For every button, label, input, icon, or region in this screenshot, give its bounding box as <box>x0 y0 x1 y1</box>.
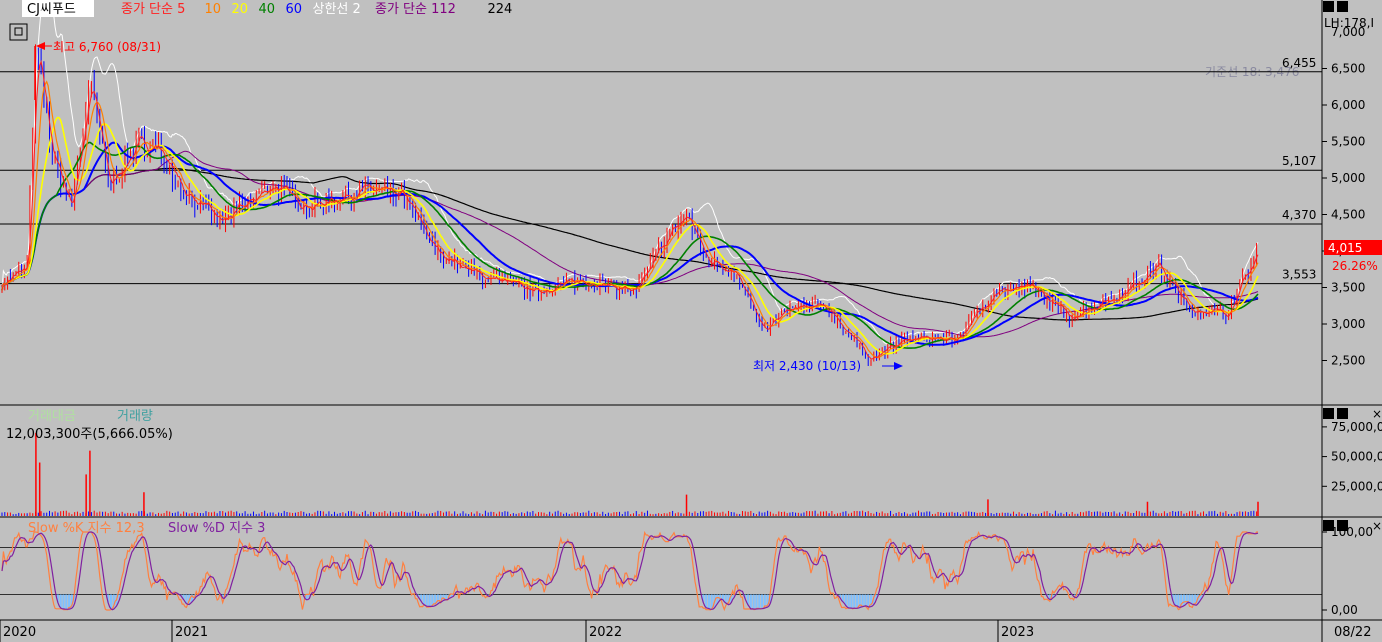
price-tick-label: 4,500 <box>1331 208 1365 222</box>
horizontal-lines: 6,455 5,107 4,370 3,553 <box>0 56 1322 285</box>
price-tick-label: 3,500 <box>1331 281 1365 295</box>
stoch-d-title: Slow %D 지수 3 <box>168 521 265 536</box>
legend-item: 상한선 2 <box>313 2 361 17</box>
ma5-line <box>1 59 1259 360</box>
low-label: 최저 2,430 (10/13) <box>753 359 861 373</box>
legend-item: 20 <box>232 2 249 17</box>
hline-label: 3,553 <box>1282 268 1316 282</box>
vol-axis-option-icon[interactable] <box>1337 408 1348 419</box>
current-change: 26.26% <box>1332 259 1378 273</box>
hline-label: 6,455 <box>1282 56 1316 70</box>
ma20-line <box>1 116 1259 355</box>
volume-area <box>1 432 1259 516</box>
stoch-d-line <box>1 531 1259 611</box>
legend-item: 40 <box>259 2 276 17</box>
price-tick-label: 5,000 <box>1331 171 1365 185</box>
lh-label: LH:178,I <box>1324 16 1374 30</box>
stock-name-box[interactable] <box>22 0 94 17</box>
hline-label: 5,107 <box>1282 154 1316 168</box>
stoch-area <box>0 530 1322 612</box>
stoch-close-icon[interactable]: × <box>1372 519 1382 533</box>
high-annotation: 최고 6,760 (08/31) <box>34 40 161 100</box>
trade-amount-title: 거래대금 <box>28 409 76 424</box>
stoch-tick-label: 0,00 <box>1331 603 1358 617</box>
panel-toggle-icon[interactable] <box>9 23 28 41</box>
x-end-label: 08/22 <box>1334 625 1371 640</box>
stoch-k-title: Slow %K 지수 12,3 <box>28 521 145 536</box>
stoch-axis: 100,000,00 <box>1322 525 1373 617</box>
price-area <box>1 0 1259 366</box>
legend-item: 종가 단순 5 <box>121 2 185 17</box>
high-label: 최고 6,760 (08/31) <box>53 40 161 54</box>
upper-band-line <box>1 0 1259 345</box>
ma-legend: 종가 단순 5 10 20 40 60 상한선 2 종가 단순 112 224 <box>121 2 512 17</box>
x-axis: 2020 2021 2022 2023 08/22 <box>0 620 1371 642</box>
vol-tick-label: 50,000,0 <box>1331 450 1382 464</box>
x-tick-label: 2023 <box>1001 625 1034 640</box>
volume-axis: 75,000,0 50,000,0 25,000,0 <box>1322 420 1382 493</box>
stoch-axis-mode-icon[interactable] <box>1323 520 1334 531</box>
price-tick-label: 2,500 <box>1331 354 1365 368</box>
legend-item: 종가 단순 112 <box>375 2 456 17</box>
vol-tick-label: 75,000,0 <box>1331 420 1382 434</box>
axis-option-icon[interactable] <box>1337 1 1348 12</box>
vol-axis-mode-icon[interactable] <box>1323 408 1334 419</box>
current-price-box <box>1324 240 1382 255</box>
volume-title: 거래량 <box>117 409 153 424</box>
stoch-k-line <box>1 530 1258 612</box>
price-tick-label: 5,500 <box>1331 135 1365 149</box>
axis-mode-icon[interactable] <box>1323 1 1334 12</box>
vol-close-icon[interactable]: × <box>1372 407 1382 421</box>
volume-value: 12,003,300주(5,666.05%) <box>6 427 173 442</box>
panel-toggle-icon-inner <box>14 27 23 36</box>
legend-item: 60 <box>286 2 303 17</box>
legend-item: 224 <box>488 2 513 17</box>
price-tick-label: 6,500 <box>1331 62 1365 76</box>
x-tick-label: 2021 <box>175 625 208 640</box>
price-tick-label: 7,000 <box>1331 25 1365 39</box>
stock-name: CJ씨푸드 <box>27 2 76 17</box>
low-annotation: 최저 2,430 (10/13) <box>753 359 903 373</box>
vol-tick-label: 25,000,0 <box>1331 479 1382 493</box>
x-tick-label: 2022 <box>589 625 622 640</box>
current-price: 4,015 <box>1328 241 1362 255</box>
price-tick-label: 3,000 <box>1331 317 1365 331</box>
high-arrow-icon <box>36 42 45 50</box>
legend-item: 10 <box>205 2 222 17</box>
price-tick-label: 6,000 <box>1331 98 1365 112</box>
price-axis: 6,5006,0005,5005,0004,5004,0003,5003,000… <box>1322 25 1365 368</box>
low-arrow-icon <box>894 362 903 370</box>
stoch-axis-option-icon[interactable] <box>1337 520 1348 531</box>
x-tick-label: 2020 <box>3 625 36 640</box>
hline-label: 4,370 <box>1282 208 1316 222</box>
